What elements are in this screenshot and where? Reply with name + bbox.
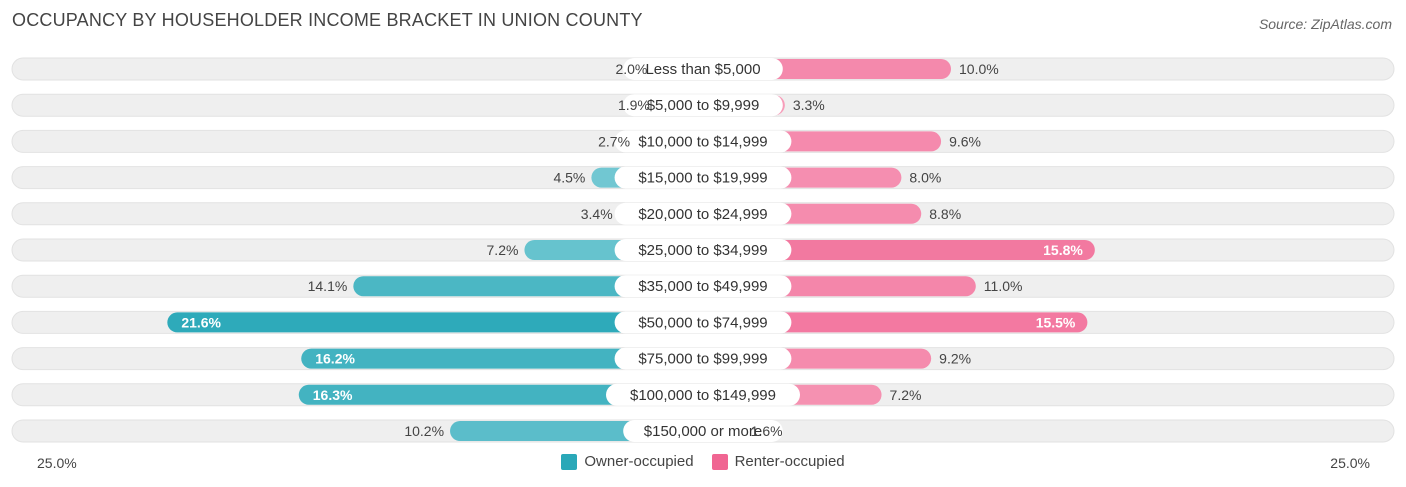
owner-bar[interactable] <box>301 348 703 369</box>
owner-bar[interactable] <box>167 312 703 333</box>
owner-bar[interactable] <box>298 384 703 405</box>
owner-value-label: 14.1% <box>308 278 348 294</box>
renter-value-label: 7.2% <box>890 387 922 403</box>
axis-left-label: 25.0% <box>37 455 77 471</box>
category-label-bg <box>614 347 792 370</box>
category-label-bg <box>614 202 792 225</box>
legend-item-owner[interactable]: Owner-occupied <box>561 453 694 470</box>
category-label-bg <box>614 130 792 153</box>
axis-right-label: 25.0% <box>1330 455 1370 471</box>
category-label: $100,000 to $149,999 <box>630 387 776 404</box>
category-label-bg <box>614 239 792 261</box>
category-label: $35,000 to $49,999 <box>638 278 767 295</box>
category-label: $5,000 to $9,999 <box>647 97 760 114</box>
legend-swatch-owner <box>561 453 578 470</box>
source-credit: Source: ZipAtlas.com <box>1258 16 1392 32</box>
legend-item-renter[interactable]: Renter-occupied <box>711 453 845 470</box>
owner-value-label: 16.2% <box>315 351 355 367</box>
legend: Owner-occupied Renter-occupied <box>0 453 1406 470</box>
chart-title: OCCUPANCY BY HOUSEHOLDER INCOME BRACKET … <box>12 10 643 30</box>
owner-value-label: 4.5% <box>553 170 585 186</box>
category-label: Less than $5,000 <box>645 61 760 78</box>
renter-value-label: 8.0% <box>909 170 941 186</box>
category-label: $50,000 to $74,999 <box>638 314 767 331</box>
owner-bar[interactable] <box>353 276 703 297</box>
category-label-bg <box>614 275 792 298</box>
category-label: $15,000 to $19,999 <box>638 170 767 187</box>
category-label-bg <box>606 383 800 406</box>
renter-value-label: 1.6% <box>751 423 783 439</box>
owner-value-label: 21.6% <box>181 314 221 330</box>
owner-value-label: 16.3% <box>313 387 353 403</box>
category-label-bg <box>614 311 792 334</box>
renter-bar[interactable] <box>703 240 1095 260</box>
owner-value-label: 7.2% <box>487 242 519 258</box>
category-label: $25,000 to $34,999 <box>638 242 767 259</box>
category-label-bg <box>623 58 783 80</box>
legend-swatch-renter <box>711 453 728 470</box>
renter-value-label: 11.0% <box>984 278 1023 294</box>
category-label: $10,000 to $14,999 <box>638 133 767 150</box>
category-label-bg <box>623 94 783 117</box>
owner-value-label: 2.0% <box>615 61 647 77</box>
legend-label-owner: Owner-occupied <box>584 453 694 470</box>
owner-value-label: 2.7% <box>598 133 630 149</box>
renter-value-label: 8.8% <box>929 206 961 222</box>
renter-value-label: 10.0% <box>959 61 999 77</box>
category-label: $150,000 or more <box>644 423 762 440</box>
renter-value-label: 15.5% <box>1036 314 1076 330</box>
owner-value-label: 1.9% <box>618 97 650 113</box>
owner-value-label: 10.2% <box>404 423 444 439</box>
renter-value-label: 9.6% <box>949 133 981 149</box>
renter-bar[interactable] <box>703 312 1088 333</box>
renter-value-label: 3.3% <box>793 97 825 113</box>
category-label-bg <box>623 420 783 442</box>
legend-label-renter: Renter-occupied <box>734 453 845 470</box>
renter-value-label: 9.2% <box>939 351 971 367</box>
owner-value-label: 3.4% <box>581 206 613 222</box>
category-label: $20,000 to $24,999 <box>638 206 767 223</box>
renter-value-label: 15.8% <box>1043 242 1083 258</box>
category-label: $75,000 to $99,999 <box>638 351 767 368</box>
category-label-bg <box>614 166 792 189</box>
